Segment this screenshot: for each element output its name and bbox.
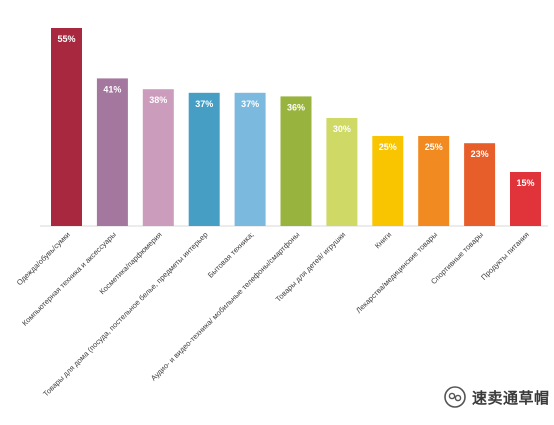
- bar-8: [372, 136, 404, 226]
- bar-2: [96, 78, 128, 227]
- watermark: 速卖通草帽: [444, 386, 550, 408]
- value-label: 37%: [195, 99, 213, 109]
- bar-3: [142, 89, 174, 226]
- category-label: Продукты питания: [479, 230, 531, 282]
- wechat-icon: [444, 386, 466, 408]
- category-label: Спортивные товары: [429, 230, 485, 286]
- bar-10: [464, 143, 496, 226]
- category-label: Товары для дома (посуда, постельное бель…: [41, 230, 209, 398]
- bar-5: [234, 92, 266, 226]
- category-label: Компьютерная техника и аксессуары: [20, 230, 118, 328]
- bar-11: [510, 172, 541, 226]
- value-label: 37%: [241, 99, 259, 109]
- bar-1: [51, 28, 82, 226]
- bar-9: [418, 136, 450, 226]
- category-label: Лекарства/медицинские товары: [354, 230, 439, 315]
- value-label: 23%: [471, 149, 489, 159]
- category-label: Книги: [373, 230, 393, 250]
- watermark-text: 速卖通草帽: [472, 388, 550, 407]
- bar-6: [280, 96, 312, 227]
- value-label: 25%: [425, 142, 443, 152]
- value-label: 25%: [379, 142, 397, 152]
- value-label: 41%: [103, 84, 121, 94]
- value-label: 55%: [57, 34, 75, 44]
- value-label: 15%: [516, 178, 534, 188]
- bar-7: [326, 118, 358, 226]
- bar-4: [188, 92, 220, 226]
- value-label: 30%: [333, 124, 351, 134]
- value-label: 36%: [287, 102, 305, 112]
- category-label: Бытовая техника;: [206, 230, 256, 280]
- value-label: 38%: [149, 95, 167, 105]
